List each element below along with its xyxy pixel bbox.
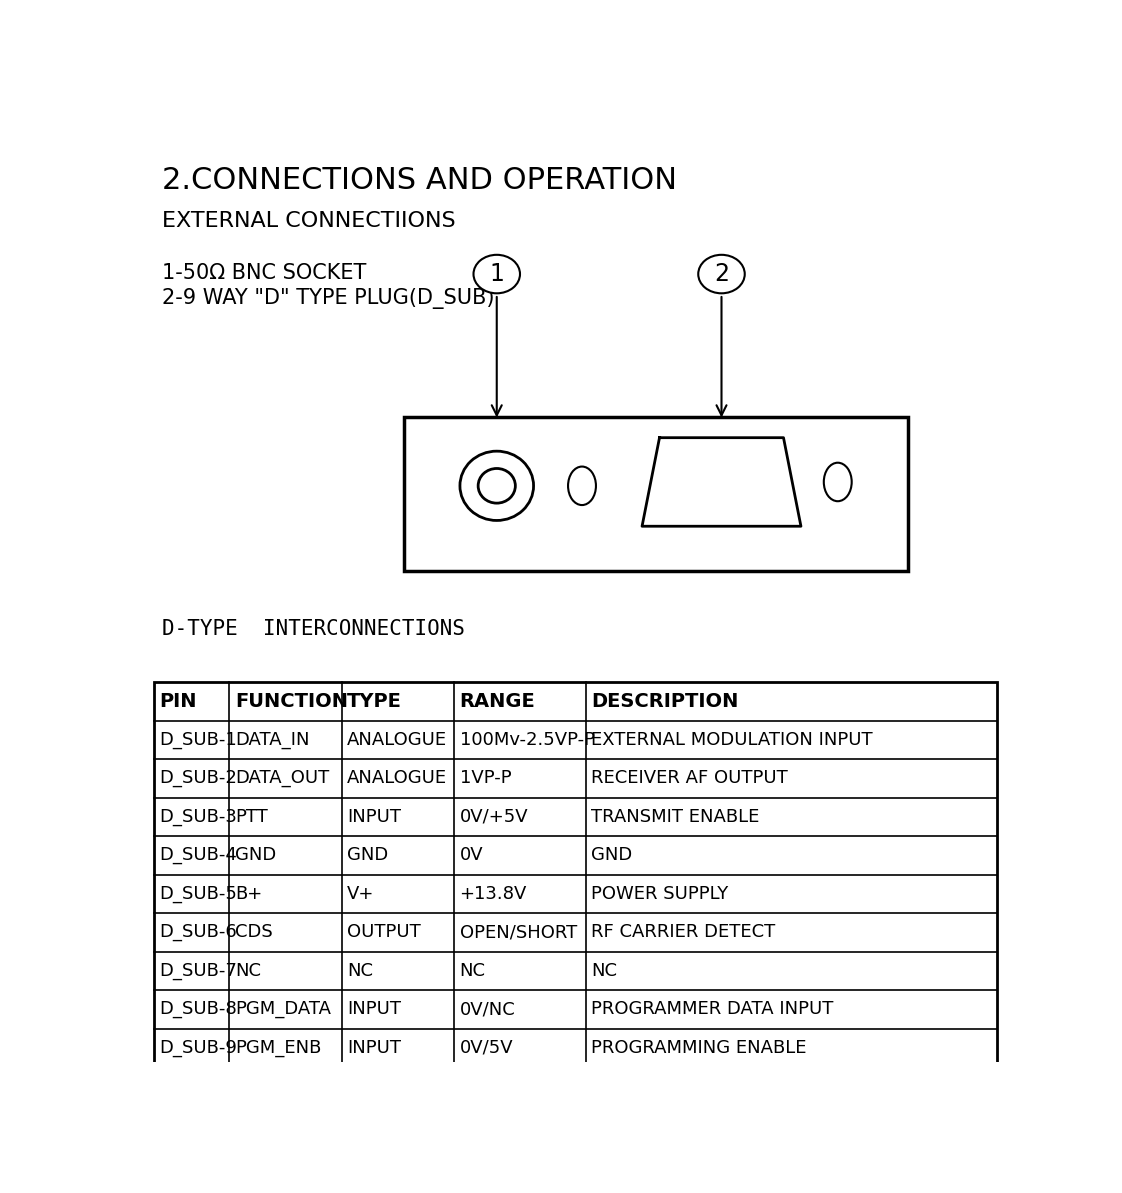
Ellipse shape (824, 463, 852, 501)
Text: OUTPUT: OUTPUT (347, 923, 421, 941)
Text: 0V/+5V: 0V/+5V (460, 808, 528, 826)
Text: D_SUB-1: D_SUB-1 (159, 731, 238, 749)
Text: 1VP-P: 1VP-P (460, 769, 512, 787)
Text: 2: 2 (714, 262, 729, 286)
Text: 100Mv-2.5VP-P: 100Mv-2.5VP-P (460, 731, 595, 749)
Text: 1: 1 (489, 262, 504, 286)
Ellipse shape (698, 255, 745, 293)
Text: PROGRAMMING ENABLE: PROGRAMMING ENABLE (591, 1039, 807, 1057)
Text: 0V/5V: 0V/5V (460, 1039, 513, 1057)
Text: GND: GND (347, 846, 388, 865)
Text: GND: GND (234, 846, 276, 865)
Text: D_SUB-4: D_SUB-4 (159, 846, 238, 865)
Text: 2-9 WAY "D" TYPE PLUG(D_SUB): 2-9 WAY "D" TYPE PLUG(D_SUB) (162, 288, 495, 309)
Bar (154, 682, 996, 1068)
Text: PTT: PTT (234, 808, 267, 826)
Text: INPUT: INPUT (347, 1001, 402, 1019)
Text: NC: NC (591, 962, 617, 979)
Ellipse shape (460, 451, 534, 520)
Text: V+: V+ (347, 885, 375, 903)
Text: PGM_ENB: PGM_ENB (234, 1039, 321, 1057)
Text: INPUT: INPUT (347, 808, 402, 826)
Text: OPEN/SHORT: OPEN/SHORT (460, 923, 577, 941)
Text: D_SUB-5: D_SUB-5 (159, 885, 238, 903)
Text: RANGE: RANGE (460, 692, 535, 711)
Text: D_SUB-7: D_SUB-7 (159, 962, 238, 979)
Text: DATA_OUT: DATA_OUT (234, 769, 329, 787)
Text: B+: B+ (234, 885, 263, 903)
Text: DATA_IN: DATA_IN (234, 731, 310, 749)
Text: TRANSMIT ENABLE: TRANSMIT ENABLE (591, 808, 760, 826)
Text: ANALOGUE: ANALOGUE (347, 731, 448, 749)
Text: NC: NC (234, 962, 260, 979)
Text: D_SUB-9: D_SUB-9 (159, 1039, 238, 1057)
Text: 0V/NC: 0V/NC (460, 1001, 515, 1019)
Text: NC: NC (347, 962, 374, 979)
Text: DESCRIPTION: DESCRIPTION (591, 692, 738, 711)
Text: D_SUB-6: D_SUB-6 (159, 923, 238, 941)
Text: 0V: 0V (460, 846, 484, 865)
Text: +13.8V: +13.8V (460, 885, 527, 903)
Ellipse shape (568, 466, 596, 505)
Text: RECEIVER AF OUTPUT: RECEIVER AF OUTPUT (591, 769, 788, 787)
Polygon shape (642, 438, 801, 526)
Text: RF CARRIER DETECT: RF CARRIER DETECT (591, 923, 775, 941)
Text: D_SUB-2: D_SUB-2 (159, 769, 238, 787)
Text: D_SUB-8: D_SUB-8 (159, 1001, 238, 1019)
Text: FUNCTION: FUNCTION (234, 692, 348, 711)
Text: INPUT: INPUT (347, 1039, 402, 1057)
Text: D_SUB-3: D_SUB-3 (159, 808, 238, 826)
Text: POWER SUPPLY: POWER SUPPLY (591, 885, 728, 903)
Ellipse shape (478, 469, 515, 503)
Text: D-TYPE  INTERCONNECTIONS: D-TYPE INTERCONNECTIONS (162, 619, 465, 639)
Text: TYPE: TYPE (347, 692, 402, 711)
Text: EXTERNAL CONNECTIIONS: EXTERNAL CONNECTIIONS (162, 211, 456, 231)
Text: 1-50Ω BNC SOCKET: 1-50Ω BNC SOCKET (162, 262, 366, 283)
Text: GND: GND (591, 846, 633, 865)
Ellipse shape (473, 255, 519, 293)
Text: PROGRAMMER DATA INPUT: PROGRAMMER DATA INPUT (591, 1001, 834, 1019)
Text: ANALOGUE: ANALOGUE (347, 769, 448, 787)
Text: 2.CONNECTIONS AND OPERATION: 2.CONNECTIONS AND OPERATION (162, 166, 677, 196)
Bar (404, 416, 908, 570)
Text: CDS: CDS (234, 923, 273, 941)
Text: PIN: PIN (159, 692, 197, 711)
Text: NC: NC (460, 962, 486, 979)
Text: EXTERNAL MODULATION INPUT: EXTERNAL MODULATION INPUT (591, 731, 873, 749)
Text: PGM_DATA: PGM_DATA (234, 1001, 331, 1019)
